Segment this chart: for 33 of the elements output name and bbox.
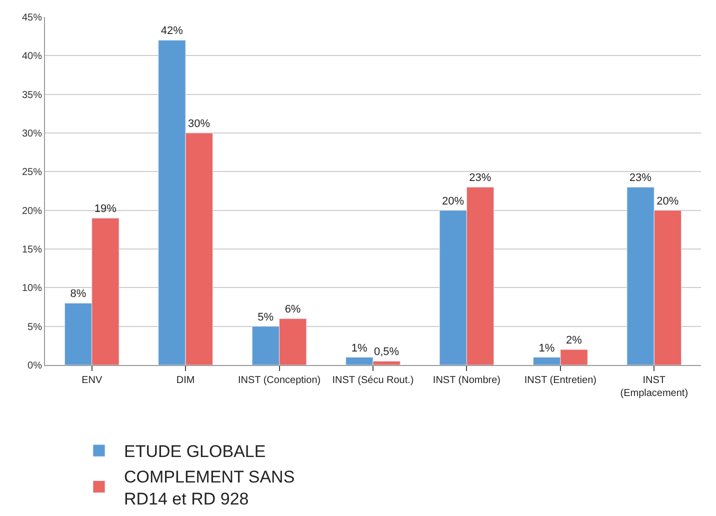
y-tick-label: 20%: [22, 206, 42, 217]
x-tick-label: INST (Conception): [238, 375, 321, 386]
x-tick-label: INST (Emplacement): [620, 375, 688, 399]
legend-label: ETUDE GLOBALE: [124, 442, 266, 462]
data-label: 1%: [538, 342, 555, 354]
x-tick-label: INST (Nombre): [432, 375, 501, 386]
y-tick-label: 15%: [22, 244, 42, 256]
data-label: 8%: [70, 288, 86, 300]
data-label: 20%: [656, 195, 679, 208]
y-tick-label: 40%: [22, 51, 42, 62]
x-tick-label: INST (Entretien): [524, 375, 596, 386]
data-label: 19%: [94, 203, 117, 216]
y-tick-label: 0%: [28, 360, 42, 372]
data-label: 42%: [160, 25, 184, 38]
y-tick-label: 45%: [22, 12, 42, 24]
data-label: 1%: [351, 342, 368, 354]
data-label: 23%: [469, 172, 492, 184]
data-label: 2%: [566, 334, 582, 347]
y-tick-label: 30%: [22, 128, 42, 140]
legend-label: COMPLEMENT SANS RD14 et RD 928: [124, 467, 295, 508]
data-label: 6%: [284, 304, 301, 316]
y-tick-label: 5%: [28, 322, 42, 333]
x-tick-label: ENV: [82, 375, 102, 386]
data-label: 23%: [629, 172, 652, 184]
data-label: 20%: [442, 195, 464, 208]
y-tick-label: 10%: [22, 283, 42, 294]
data-label: 0,5%: [374, 346, 400, 358]
y-tick-label: 35%: [22, 90, 42, 101]
x-tick-label: DIM: [176, 375, 195, 386]
data-label: 30%: [188, 118, 210, 130]
x-tick-label: INST (Sécu Rout.): [332, 375, 414, 386]
y-tick-label: 25%: [22, 167, 42, 178]
data-label: 5%: [258, 311, 274, 324]
